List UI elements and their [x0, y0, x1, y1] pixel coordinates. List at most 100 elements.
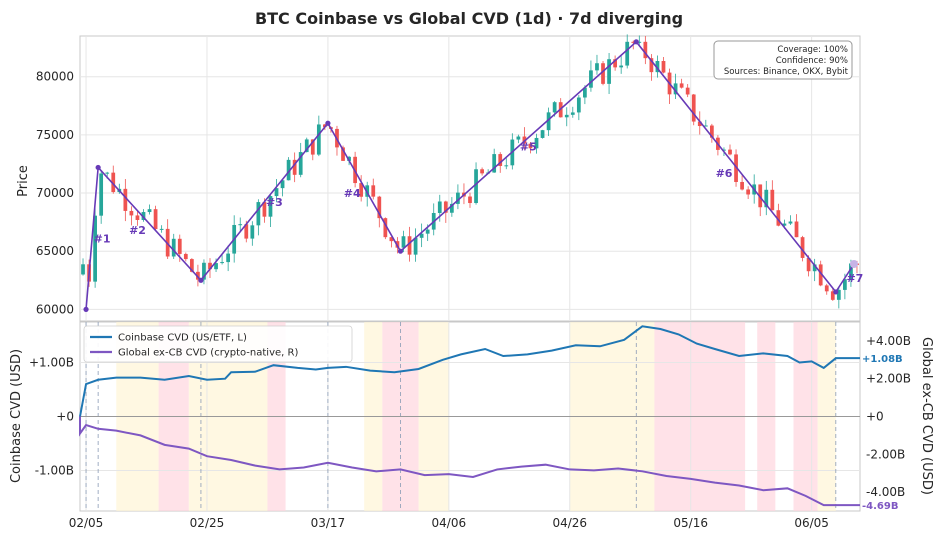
date-tick-label: 02/05: [69, 516, 104, 530]
zigzag-pivot: [849, 260, 858, 268]
candle: [81, 258, 85, 276]
candle: [449, 197, 454, 217]
candle: [776, 203, 781, 227]
candle: [383, 217, 388, 240]
date-tick-label: 04/06: [432, 516, 467, 530]
candle: [740, 175, 744, 191]
zigzag-pivot: [397, 248, 404, 254]
candle: [534, 133, 539, 154]
candle: [589, 60, 593, 92]
price-tick-label: 80000: [36, 70, 74, 84]
candle: [202, 259, 206, 285]
candle: [661, 56, 666, 74]
candle: [171, 233, 176, 259]
legend: Coinbase CVD (US/ETF, L) Global ex-CB CV…: [83, 325, 353, 363]
sources-text: Sources: Binance, OKX, Bybit: [724, 67, 849, 77]
candle: [468, 192, 472, 208]
candle: [516, 134, 521, 144]
candle: [800, 235, 805, 262]
candle: [292, 152, 297, 183]
candle: [268, 195, 273, 228]
candle: [371, 178, 376, 200]
chart-title: BTC Coinbase vs Global CVD (1d) · 7d div…: [255, 9, 683, 28]
candle: [238, 217, 243, 231]
candle: [540, 129, 545, 139]
zigzag-label: #4: [344, 187, 361, 200]
candle: [153, 205, 158, 231]
candle: [359, 175, 364, 202]
date-tick-label: 04/26: [552, 516, 587, 530]
global-cvd-axis-label: Global ex-CB CVD (USD): [919, 337, 934, 495]
price-tick-label: 70000: [36, 186, 74, 200]
zigzag-pivot: [633, 39, 639, 45]
candle: [595, 54, 599, 75]
zigzag-label: #3: [266, 196, 283, 209]
candle: [655, 55, 660, 78]
date-tick-label: 03/17: [311, 516, 346, 530]
price-tick-label: 65000: [36, 244, 74, 258]
candle: [691, 93, 696, 126]
candle: [794, 214, 799, 238]
candle: [196, 264, 200, 287]
legend-coinbase: Coinbase CVD (US/ETF, L): [118, 333, 247, 344]
candle: [341, 145, 345, 161]
date-tick-label: 05/16: [673, 516, 708, 530]
legend-global: Global ex-CB CVD (crypto-native, R): [118, 348, 298, 359]
candle: [607, 53, 611, 94]
zigzag-line: [85, 40, 855, 310]
candle: [129, 206, 134, 226]
date-axis: 02/05 02/25 03/17 04/06 04/26 05/16 06/05: [69, 516, 829, 530]
candle: [770, 180, 775, 211]
candle: [226, 245, 231, 272]
zigzag-label: #6: [716, 167, 733, 180]
candle: [256, 199, 261, 236]
candle: [564, 107, 569, 127]
candle: [830, 287, 835, 301]
candle: [147, 204, 152, 215]
candle: [709, 123, 714, 143]
candle: [280, 178, 285, 197]
global-cvd-line: [79, 416, 860, 507]
price-axis-label: Price: [16, 165, 31, 197]
coinbase-end-label: +1.08B: [862, 354, 903, 365]
candle: [637, 35, 642, 46]
candle: [377, 195, 382, 228]
candle: [703, 119, 708, 127]
zigzag-pivot: [95, 164, 101, 171]
coverage-text: Coverage: 100%: [777, 45, 848, 55]
candle: [812, 258, 817, 282]
candle: [601, 61, 605, 86]
candle: [728, 144, 732, 156]
candle: [613, 55, 617, 71]
price-y-axis: 60000 65000 70000 75000 80000: [36, 70, 74, 317]
candle: [576, 95, 581, 121]
candle: [836, 286, 841, 309]
candle: [250, 221, 255, 246]
candle: [824, 283, 829, 295]
candle: [528, 141, 533, 154]
cvd-panel: +1.08B -4.69B +1.00B +0 -1.00B +4.00B +2.00B…: [9, 321, 934, 530]
cvd-left-tick-label: +1.00B: [29, 356, 74, 370]
candle: [758, 184, 763, 217]
candle: [456, 184, 460, 210]
candle: [673, 73, 678, 100]
candle: [619, 55, 624, 74]
candle: [480, 167, 484, 176]
cvd-right-axis: +4.00B +2.00B +0 -2.00B -4.00B: [866, 334, 911, 499]
candle: [159, 225, 164, 233]
candle: [504, 157, 509, 170]
cvd-left-axis: +1.00B +0 -1.00B: [29, 356, 74, 478]
candle: [93, 206, 97, 288]
candle: [389, 236, 394, 248]
cvd-right-tick-label: -2.00B: [866, 447, 905, 461]
candle: [649, 54, 654, 81]
candle: [625, 34, 630, 69]
coinbase-cvd-line: [79, 325, 860, 417]
candle: [141, 209, 146, 222]
cvd-right-tick-label: -4.00B: [866, 485, 905, 499]
candle: [274, 178, 279, 203]
date-tick-label: 06/05: [794, 516, 829, 530]
price-tick-label: 75000: [36, 128, 74, 142]
cvd-right-tick-label: +4.00B: [866, 334, 911, 348]
cvd-left-tick-label: -1.00B: [35, 464, 74, 478]
